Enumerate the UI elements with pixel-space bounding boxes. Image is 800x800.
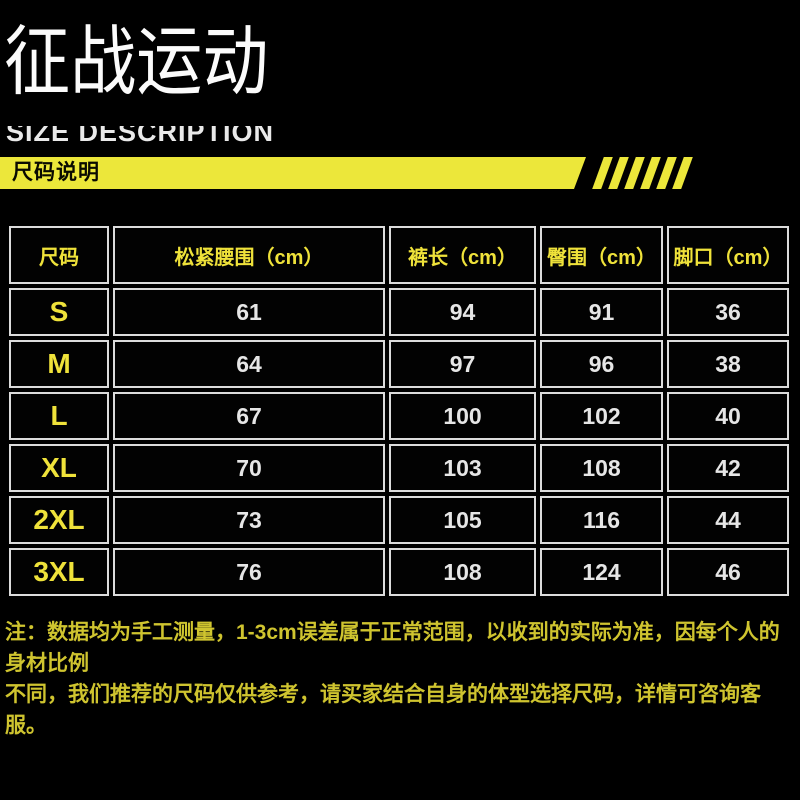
waist-value: 76	[113, 548, 385, 596]
pant-length-value: 103	[389, 444, 536, 492]
section-banner: 尺码说明	[0, 157, 586, 189]
table-row: 3XL 76 108 124 46	[9, 548, 789, 596]
hip-value: 96	[540, 340, 663, 388]
section-banner-label: 尺码说明	[12, 161, 100, 184]
size-label: S	[9, 288, 109, 336]
hip-value: 124	[540, 548, 663, 596]
table-header-row: 尺码 松紧腰围（cm） 裤长（cm） 臀围（cm） 脚口（cm）	[9, 226, 789, 284]
measurement-note: 注：数据均为手工测量，1-3cm误差属于正常范围，以收到的实际为准，因每个人的身…	[5, 617, 797, 741]
table-row: 2XL 73 105 116 44	[9, 496, 789, 544]
size-label: 3XL	[9, 548, 109, 596]
table-row: S 61 94 91 36	[9, 288, 789, 336]
table-row: XL 70 103 108 42	[9, 444, 789, 492]
leg-opening-value: 44	[667, 496, 789, 544]
header-size: 尺码	[9, 226, 109, 284]
size-label: L	[9, 392, 109, 440]
leg-opening-value: 40	[667, 392, 789, 440]
pant-length-value: 97	[389, 340, 536, 388]
waist-value: 61	[113, 288, 385, 336]
hip-value: 91	[540, 288, 663, 336]
waist-value: 64	[113, 340, 385, 388]
header-hip: 臀围（cm）	[540, 226, 663, 284]
note-line-2: 不同，我们推荐的尺码仅供参考，请买家结合自身的体型选择尺码，详情可咨询客服。	[5, 683, 761, 737]
leg-opening-value: 46	[667, 548, 789, 596]
table-row: M 64 97 96 38	[9, 340, 789, 388]
pant-length-value: 94	[389, 288, 536, 336]
size-table: 尺码 松紧腰围（cm） 裤长（cm） 臀围（cm） 脚口（cm） S 61 94…	[5, 222, 793, 600]
pant-length-value: 100	[389, 392, 536, 440]
subtitle-clip: SIZE DESCRIPTION	[6, 126, 426, 154]
header-waist: 松紧腰围（cm）	[113, 226, 385, 284]
size-label: 2XL	[9, 496, 109, 544]
leg-opening-value: 38	[667, 340, 789, 388]
subtitle-english: SIZE DESCRIPTION	[6, 126, 275, 147]
size-label: XL	[9, 444, 109, 492]
note-line-1: 注：数据均为手工测量，1-3cm误差属于正常范围，以收到的实际为准，因每个人的身…	[5, 621, 780, 675]
pant-length-value: 105	[389, 496, 536, 544]
leg-opening-value: 42	[667, 444, 789, 492]
hip-value: 116	[540, 496, 663, 544]
size-label: M	[9, 340, 109, 388]
header-leg-opening: 脚口（cm）	[667, 226, 789, 284]
leg-opening-value: 36	[667, 288, 789, 336]
table-row: L 67 100 102 40	[9, 392, 789, 440]
waist-value: 73	[113, 496, 385, 544]
diagonal-stripes-icon	[592, 157, 693, 189]
brand-title: 征战运动	[4, 17, 269, 106]
hip-value: 102	[540, 392, 663, 440]
hip-value: 108	[540, 444, 663, 492]
header-pant-length: 裤长（cm）	[389, 226, 536, 284]
stripe	[672, 157, 693, 189]
pant-length-value: 108	[389, 548, 536, 596]
waist-value: 70	[113, 444, 385, 492]
waist-value: 67	[113, 392, 385, 440]
